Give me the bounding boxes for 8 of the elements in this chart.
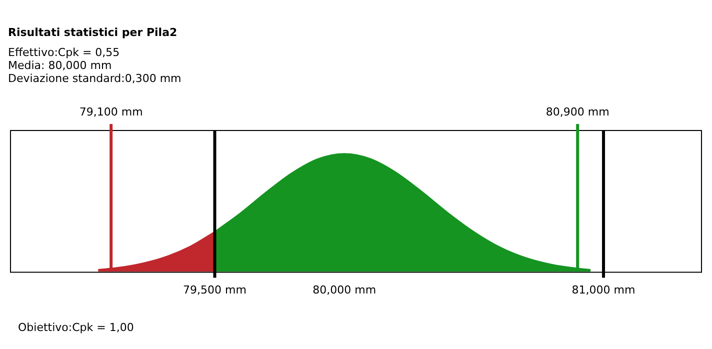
ref-line-label: 80,900 mm	[546, 105, 610, 118]
x-tick-label: 81,000 mm	[572, 283, 636, 296]
x-tick-label: 80,000 mm	[312, 283, 376, 296]
x-tick-label: 79,500 mm	[183, 283, 246, 296]
chart-title: Risultati statistici per Pila2	[8, 26, 178, 39]
chart-subtitle: Effettivo:Cpk = 0,55 Media: 80,000 mm Deviazione standard:0,300 mm	[8, 46, 182, 85]
ref-line-label: 79,100 mm	[79, 105, 143, 118]
text: Obiettivo:Cpk = 1,00	[18, 321, 134, 334]
